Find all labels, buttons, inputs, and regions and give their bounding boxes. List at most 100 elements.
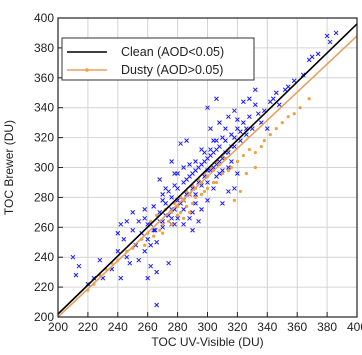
dusty-point bbox=[190, 201, 195, 205]
clean-point bbox=[145, 275, 151, 281]
clean-point bbox=[148, 242, 154, 248]
clean-point bbox=[184, 177, 189, 182]
dusty-point bbox=[220, 171, 225, 176]
clean-point bbox=[264, 126, 270, 131]
dusty-point bbox=[170, 222, 174, 226]
clean-point bbox=[217, 120, 222, 126]
dusty-point bbox=[253, 150, 257, 155]
y-tick-label: 360 bbox=[34, 71, 54, 85]
dusty-point bbox=[193, 195, 198, 199]
dusty-point bbox=[149, 219, 153, 223]
x-tick-label: 320 bbox=[227, 320, 247, 334]
clean-point bbox=[133, 242, 139, 248]
dusty-point bbox=[176, 213, 180, 217]
clean-point bbox=[333, 30, 339, 36]
dusty-point bbox=[181, 216, 186, 220]
y-tick-label: 240 bbox=[34, 250, 54, 264]
clean-point bbox=[217, 159, 222, 164]
clean-point bbox=[157, 177, 163, 182]
clean-point bbox=[190, 171, 195, 176]
dusty-point bbox=[152, 234, 156, 238]
clean-point bbox=[211, 186, 216, 191]
clean-point bbox=[241, 99, 246, 105]
clean-point bbox=[223, 126, 228, 131]
clean-point bbox=[214, 147, 219, 152]
dusty-point bbox=[280, 121, 284, 125]
clean-point bbox=[154, 269, 160, 275]
dusty-point bbox=[298, 106, 302, 110]
dusty-point bbox=[292, 112, 296, 116]
clean-point bbox=[121, 236, 127, 242]
clean-point bbox=[172, 171, 177, 176]
fit-lines bbox=[57, 23, 358, 318]
x-tick-label: 240 bbox=[108, 320, 128, 334]
dusty-point bbox=[274, 127, 278, 131]
clean-point bbox=[97, 257, 103, 263]
clean-point bbox=[205, 105, 210, 111]
clean-point bbox=[142, 248, 148, 254]
dusty-point bbox=[253, 165, 257, 170]
clean-fit-line bbox=[57, 23, 358, 315]
clean-point bbox=[309, 54, 315, 60]
clean-point bbox=[232, 135, 237, 140]
clean-point bbox=[255, 111, 261, 117]
clean-point bbox=[247, 96, 252, 102]
dusty-point bbox=[178, 210, 183, 214]
y-tick-label: 280 bbox=[34, 190, 54, 204]
clean-point bbox=[118, 275, 124, 281]
dusty-point bbox=[268, 133, 272, 137]
dusty-point bbox=[238, 189, 242, 194]
clean-point bbox=[175, 215, 180, 221]
clean-point bbox=[252, 102, 258, 108]
clean-point bbox=[70, 254, 76, 260]
clean-point bbox=[154, 302, 160, 308]
dusty-point bbox=[184, 204, 189, 208]
clean-point bbox=[214, 96, 219, 102]
axis-ticks: 200 220 240 260 280 300 320 340 360 380 400 200 220 2… bbox=[34, 11, 362, 334]
clean-point bbox=[315, 51, 321, 57]
dusty-point bbox=[241, 153, 245, 158]
clean-point bbox=[136, 218, 142, 224]
clean-point bbox=[154, 239, 160, 245]
clean-point bbox=[214, 138, 219, 143]
clean-point bbox=[190, 209, 195, 215]
clean-point bbox=[208, 147, 213, 152]
clean-point bbox=[276, 102, 282, 108]
clean-point bbox=[196, 218, 201, 224]
clean-point bbox=[187, 162, 192, 167]
clean-point bbox=[181, 221, 186, 227]
dusty-point bbox=[235, 159, 239, 164]
clean-point bbox=[327, 39, 333, 45]
x-tick-label: 280 bbox=[168, 320, 188, 334]
clean-point bbox=[169, 159, 174, 164]
y-tick-label: 320 bbox=[34, 131, 54, 145]
clean-point bbox=[166, 260, 171, 266]
x-tick-label: 300 bbox=[197, 320, 217, 334]
clean-point bbox=[118, 221, 124, 227]
dusty-point bbox=[155, 213, 159, 217]
clean-point bbox=[193, 201, 198, 206]
clean-point bbox=[166, 189, 171, 194]
dusty-point bbox=[226, 168, 231, 173]
clean-point bbox=[220, 168, 225, 173]
clean-point bbox=[324, 33, 330, 39]
x-tick-label: 200 bbox=[48, 320, 68, 334]
clean-point bbox=[127, 260, 133, 266]
dusty-point bbox=[199, 192, 204, 197]
x-axis-title: TOC UV-Visible (DU) bbox=[151, 335, 263, 349]
dusty-point bbox=[262, 138, 266, 143]
clean-point bbox=[199, 207, 204, 212]
clean-point bbox=[232, 186, 237, 191]
clean-point bbox=[115, 230, 121, 236]
clean-point bbox=[178, 141, 183, 146]
clean-point bbox=[232, 108, 237, 114]
clean-point bbox=[208, 126, 213, 131]
clean-point bbox=[300, 72, 306, 78]
dusty-point bbox=[143, 243, 147, 247]
clean-point bbox=[226, 189, 231, 194]
y-tick-label: 400 bbox=[34, 11, 54, 25]
clean-point bbox=[193, 159, 198, 164]
clean-point bbox=[152, 227, 158, 233]
legend-box bbox=[61, 37, 255, 81]
